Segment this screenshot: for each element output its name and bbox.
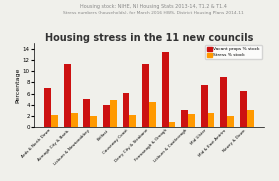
Bar — [44, 88, 51, 127]
Bar — [142, 64, 149, 127]
Bar — [110, 100, 117, 127]
Bar — [208, 113, 215, 127]
Text: Stress numbers (households), for March 2016 HWS, District Housing Plans 2014-11: Stress numbers (households), for March 2… — [63, 10, 244, 15]
Bar — [90, 116, 97, 127]
Bar — [129, 115, 136, 127]
Bar — [64, 64, 71, 127]
Y-axis label: Percentage: Percentage — [15, 68, 20, 103]
Title: Housing stress in the 11 new councils: Housing stress in the 11 new councils — [45, 33, 253, 43]
Bar — [83, 98, 90, 127]
Bar — [201, 85, 208, 127]
Bar — [122, 93, 129, 127]
Bar — [247, 110, 254, 127]
Bar — [188, 114, 195, 127]
Bar — [71, 113, 78, 127]
Bar — [181, 110, 188, 127]
Bar — [220, 77, 227, 127]
Legend: Vacant props % stock, Stress % stock: Vacant props % stock, Stress % stock — [206, 45, 262, 59]
Bar — [51, 115, 58, 127]
Bar — [149, 102, 156, 127]
Text: Housing stock: NIHE, NI Housing Stats 2013-14, T1.2 & T1.4: Housing stock: NIHE, NI Housing Stats 20… — [80, 4, 227, 9]
Bar — [103, 105, 110, 127]
Bar — [240, 91, 247, 127]
Bar — [162, 52, 169, 127]
Bar — [169, 122, 175, 127]
Bar — [227, 116, 234, 127]
